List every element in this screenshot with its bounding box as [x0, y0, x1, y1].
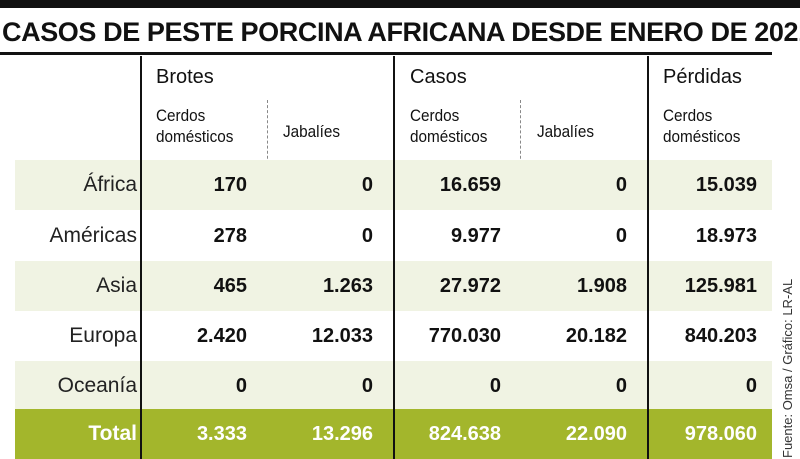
column-divider-dashed — [520, 100, 521, 174]
source-credit: Fuente: Omsa / Gráfico: LR-AL — [780, 278, 795, 458]
row-label: Américas — [49, 224, 137, 247]
row-label: Oceanía — [57, 374, 137, 397]
table-row: Europa 2.420 12.033 770.030 20.182 840.2… — [15, 311, 772, 361]
total-cell: 824.638 — [428, 423, 501, 445]
table-cell: 0 — [235, 375, 247, 397]
row-label: Asia — [96, 274, 137, 297]
total-cell: 13.296 — [311, 423, 373, 445]
subheader-brotes-jabalies: Jabalíes — [283, 122, 340, 141]
table-cell: 0 — [361, 375, 373, 397]
table-cell: 0 — [489, 375, 501, 397]
subheader-brotes-cerdos: Cerdos domésticos — [156, 106, 234, 146]
row-label: África — [83, 173, 137, 196]
data-table: Brotes Casos Pérdidas Cerdos domésticos … — [0, 56, 772, 459]
column-separator — [140, 56, 142, 459]
table-cell: 16.659 — [439, 174, 501, 196]
column-divider-dashed — [267, 100, 268, 174]
table-cell: 2.420 — [196, 325, 247, 347]
total-cell: 22.090 — [565, 423, 627, 445]
title-underline — [0, 52, 772, 55]
subheader-casos-jabalies: Jabalíes — [537, 122, 594, 141]
row-label: Europa — [69, 324, 137, 347]
chart-title: CASOS DE PESTE PORCINA AFRICANA DESDE EN… — [2, 17, 800, 47]
subheader-perdidas-cerdos: Cerdos domésticos — [663, 106, 741, 146]
table-cell: 0 — [745, 375, 757, 397]
total-cell: 3.333 — [196, 423, 247, 445]
table-cell: 0 — [615, 174, 627, 196]
table-cell: 9.977 — [450, 225, 501, 247]
total-cell: 978.060 — [684, 423, 757, 445]
table-cell: 18.973 — [695, 225, 757, 247]
table-cell: 278 — [213, 225, 247, 247]
table-cell: 1.908 — [576, 275, 627, 297]
table-cell: 0 — [615, 225, 627, 247]
table-cell: 15.039 — [695, 174, 757, 196]
group-header-brotes: Brotes — [156, 66, 214, 88]
group-header-casos: Casos — [410, 66, 467, 88]
table-cell: 1.263 — [322, 275, 373, 297]
table-cell: 465 — [213, 275, 247, 297]
table-row: Américas 278 0 9.977 0 18.973 — [15, 211, 772, 261]
table-cell: 12.033 — [311, 325, 373, 347]
column-separator — [647, 56, 649, 459]
table-cell: 27.972 — [439, 275, 501, 297]
group-header-perdidas: Pérdidas — [663, 66, 742, 88]
table-cell: 0 — [615, 375, 627, 397]
subheader-casos-cerdos: Cerdos domésticos — [410, 106, 488, 146]
table-cell: 170 — [213, 174, 247, 196]
column-separator — [393, 56, 395, 459]
table-cell: 840.203 — [684, 325, 757, 347]
table-cell: 0 — [361, 174, 373, 196]
top-rule — [0, 0, 800, 8]
table-cell: 125.981 — [684, 275, 757, 297]
table-cell: 0 — [361, 225, 373, 247]
table-cell: 770.030 — [428, 325, 501, 347]
total-label: Total — [88, 422, 137, 445]
table-cell: 20.182 — [565, 325, 627, 347]
